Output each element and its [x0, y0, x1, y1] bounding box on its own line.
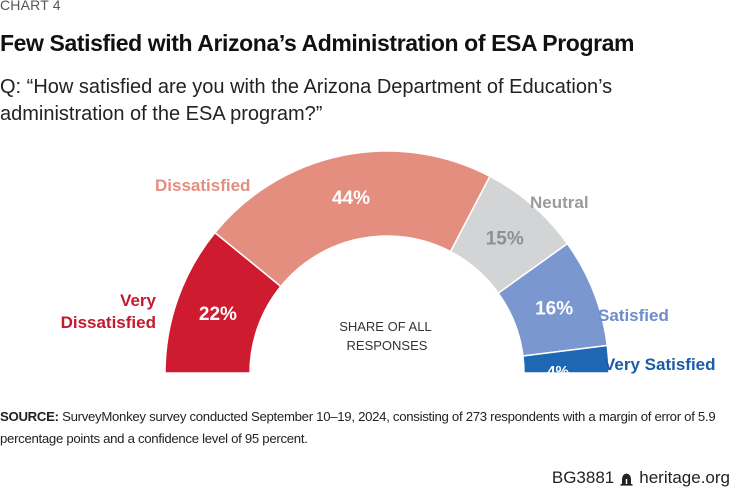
category-label: Very Dissatisfied: [61, 291, 157, 332]
category-label: Dissatisfied: [155, 176, 250, 195]
slice-very-satisfied: [522, 344, 610, 374]
source-label: SOURCE:: [0, 409, 59, 424]
category-label-line: Very: [120, 291, 156, 310]
value-label: 44%: [332, 188, 370, 209]
category-labels-group: Very Dissatisfied Dissatisfied Neutral Satis…: [61, 176, 716, 374]
site-link[interactable]: heritage.org: [639, 468, 730, 487]
slice-dissatisfied: [213, 150, 491, 288]
slices-group: [164, 150, 610, 374]
report-code: BG3881: [551, 468, 615, 487]
chart-title: Few Satisfied with Arizona’s Administrat…: [0, 30, 635, 56]
category-label: Neutral: [530, 193, 589, 212]
value-label: 22%: [199, 304, 237, 325]
category-label-line: Dissatisfied: [61, 313, 156, 332]
category-label-line: Very Satisfied: [604, 355, 716, 374]
source-note: SOURCE: SurveyMonkey survey conducted Se…: [0, 406, 730, 450]
chart-kicker: CHART 4: [0, 0, 61, 13]
footer: BG3881 heritage.org: [552, 468, 730, 488]
center-label-line-2: RESPONSES: [347, 338, 428, 353]
category-label-line: Neutral: [530, 193, 589, 212]
center-label: SHARE OF ALL RESPONSES: [339, 319, 435, 353]
category-label: Satisfied: [598, 306, 669, 325]
source-text: SurveyMonkey survey conducted September …: [0, 409, 716, 446]
category-label-line: Satisfied: [598, 306, 669, 325]
value-label: 15%: [486, 229, 524, 250]
liberty-bell-icon: [620, 471, 633, 486]
semi-donut-chart: 22% 44% 15% 16% 4% Very Dissatisfied Dissatisf…: [60, 150, 716, 380]
chart-question: Q: “How satisfied are you with the Arizo…: [0, 76, 613, 125]
center-label-line-1: SHARE OF ALL: [339, 319, 431, 334]
category-label-line: Dissatisfied: [155, 176, 250, 195]
value-label: 4%: [547, 363, 569, 380]
category-label: Very Satisfied: [604, 355, 716, 374]
value-label: 16%: [535, 299, 573, 320]
value-labels-group: 22% 44% 15% 16% 4%: [199, 188, 573, 380]
